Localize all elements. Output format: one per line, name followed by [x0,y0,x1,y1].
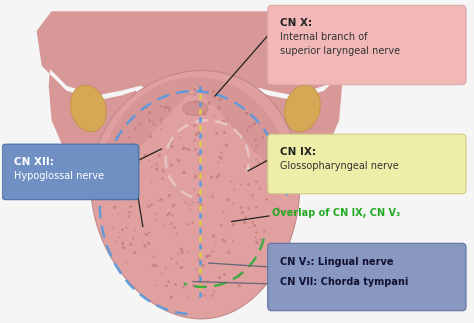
Polygon shape [240,11,354,185]
Polygon shape [97,77,294,195]
Ellipse shape [183,101,208,116]
Text: CN X:: CN X: [280,18,312,28]
Polygon shape [37,11,151,185]
Text: Overlap of CN IX, CN V₃: Overlap of CN IX, CN V₃ [272,208,400,218]
Text: CN VII: Chorda tympani: CN VII: Chorda tympani [280,277,408,287]
FancyBboxPatch shape [268,5,466,85]
Ellipse shape [284,85,320,132]
FancyBboxPatch shape [268,243,466,311]
Text: Hypoglossal nerve: Hypoglossal nerve [14,171,104,181]
Text: CN XII:: CN XII: [14,157,54,167]
Text: CN IX:: CN IX: [280,147,316,157]
Text: CN V₃: Lingual nerve: CN V₃: Lingual nerve [280,257,393,267]
Text: Internal branch of
superior laryngeal nerve: Internal branch of superior laryngeal ne… [280,32,400,56]
FancyBboxPatch shape [268,134,466,194]
Text: Glossopharyngeal nerve: Glossopharyngeal nerve [280,161,398,171]
FancyBboxPatch shape [2,144,139,200]
Polygon shape [91,70,300,319]
Ellipse shape [71,85,106,132]
Polygon shape [37,11,354,110]
